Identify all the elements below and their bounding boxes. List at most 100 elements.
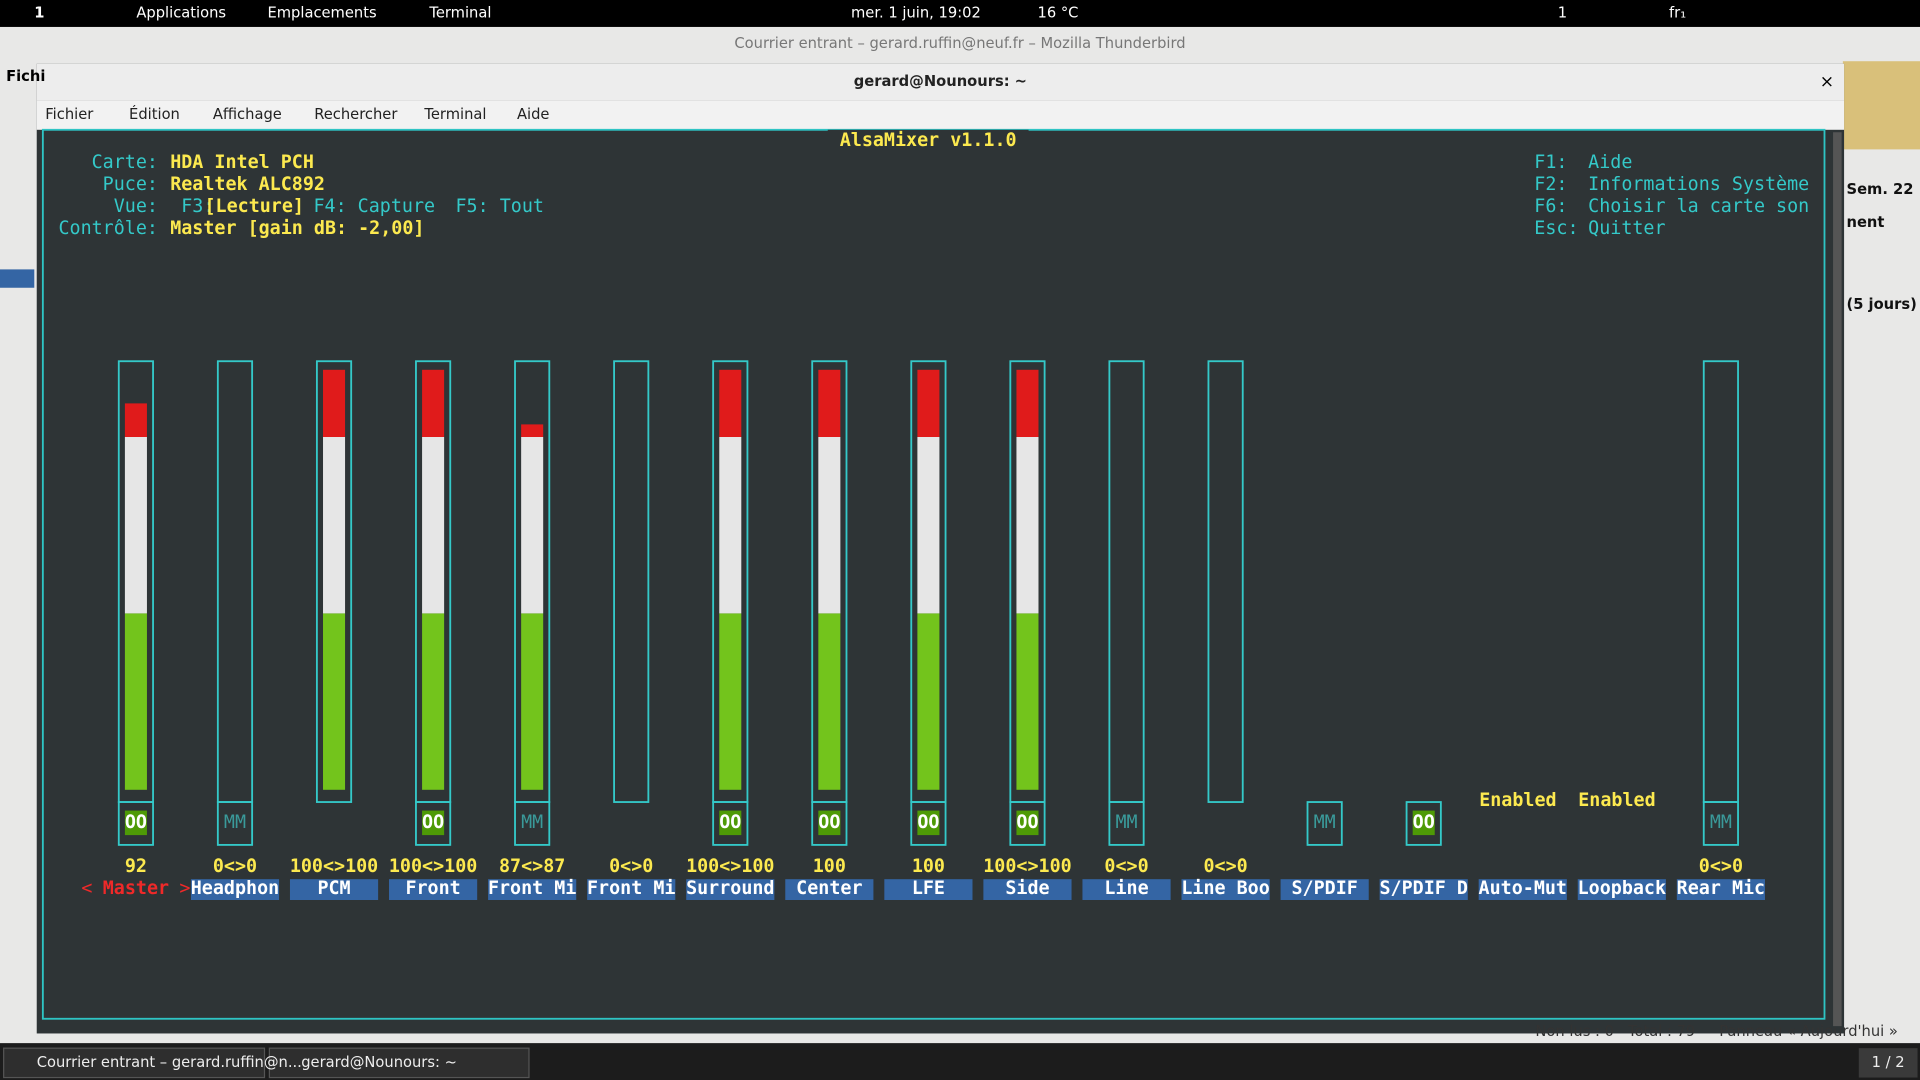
channel-name[interactable]: Rear Mic: [1677, 878, 1765, 899]
switch-bg: [1412, 810, 1435, 836]
channel-name[interactable]: Master: [103, 878, 169, 899]
channel-name[interactable]: Loopback: [1578, 878, 1666, 899]
pager[interactable]: [1858, 1048, 1918, 1078]
volume-bar: [818, 613, 841, 790]
volume-bar: [323, 436, 346, 614]
close-button[interactable]: ×: [1820, 72, 1834, 92]
volume-bar: [917, 369, 940, 437]
volume-value: 0<>0: [609, 856, 653, 877]
key: F1:: [1534, 152, 1567, 173]
volume-bar: [719, 436, 742, 614]
volume-bar: [719, 369, 742, 437]
volume-value: 0<>0: [1203, 856, 1247, 877]
switch-state: OO: [818, 812, 840, 833]
switch-state: OO: [1413, 812, 1435, 833]
taskbar-label[interactable]: gerard@Nounours: ~: [301, 1054, 457, 1071]
switch-box: [117, 801, 154, 846]
view-option[interactable]: F4: Capture: [313, 196, 435, 217]
channel-name[interactable]: Side: [1005, 878, 1049, 899]
info-label: Carte:: [92, 152, 158, 173]
channel-name[interactable]: Auto-Mut: [1479, 878, 1567, 899]
volume-box: [613, 360, 650, 803]
volume-bar: [1016, 369, 1039, 437]
info-value: HDA Intel PCH: [170, 152, 314, 173]
menu-item[interactable]: Fichier: [45, 106, 94, 123]
switch-state: Enabled: [1479, 790, 1556, 811]
channel-name[interactable]: S/PDIF D: [1379, 878, 1467, 899]
status-text: Panneau « Aujourd'hui »: [1719, 1023, 1898, 1040]
channel-name[interactable]: Line: [1104, 878, 1148, 899]
channel-label-bg: [1676, 879, 1765, 900]
volume-bar: [124, 436, 147, 614]
switch-box: [1405, 801, 1442, 846]
channel-name[interactable]: Front Mi: [587, 878, 675, 899]
switch-box: [415, 801, 452, 846]
volume-value: 92: [125, 856, 147, 877]
volume-value: 100<>100: [290, 856, 378, 877]
channel-name[interactable]: PCM: [317, 878, 350, 899]
view-option: [Lecture]: [204, 196, 303, 217]
volume-bar: [422, 369, 445, 437]
sidebar-text: Sem. 22: [1847, 181, 1914, 198]
volume-bar: [323, 369, 346, 437]
pager-label[interactable]: 1 / 2: [1872, 1054, 1905, 1071]
volume-value: 0<>0: [1104, 856, 1148, 877]
channel-name[interactable]: Line Boo: [1181, 878, 1269, 899]
switch-state: OO: [422, 812, 444, 833]
menu-item[interactable]: Rechercher: [314, 106, 398, 123]
channel-name[interactable]: Surround: [686, 878, 774, 899]
top-menu[interactable]: Applications: [136, 4, 226, 21]
terminal-menubar: [36, 100, 1845, 130]
menu-item[interactable]: Affichage: [213, 106, 282, 123]
top-menu[interactable]: Terminal: [428, 4, 491, 21]
switch-box: [1306, 801, 1343, 846]
menu-item[interactable]: Terminal: [423, 106, 486, 123]
volume-bar: [422, 613, 445, 790]
view-option[interactable]: F3:: [181, 196, 214, 217]
sidebar-text: nent: [1847, 214, 1885, 231]
channel-label-bg: [190, 879, 280, 900]
switch-box: [1108, 801, 1145, 846]
key: Esc:: [1534, 218, 1578, 239]
volume-bar: [818, 436, 841, 614]
channel-name[interactable]: S/PDIF: [1291, 878, 1357, 899]
top-bar: [0, 0, 1920, 27]
scrollbar: [1833, 132, 1842, 1027]
volume-value: 0<>0: [213, 856, 257, 877]
menu-item[interactable]: Édition: [129, 105, 180, 123]
channel-label-bg: [289, 879, 379, 900]
top-menu[interactable]: Emplacements: [267, 4, 376, 21]
sidebar-text: (5 jours): [1847, 296, 1917, 313]
switch-state: OO: [917, 812, 939, 833]
channel-label-bg: [1478, 879, 1567, 900]
desk-indicator: 1: [1558, 4, 1567, 21]
calendar-art: [1842, 61, 1920, 150]
channel-name[interactable]: Front: [405, 878, 460, 899]
terminal-title: gerard@Nounours: ~: [854, 73, 1027, 90]
channel-label-bg: [1082, 879, 1171, 900]
taskbar-item[interactable]: [3, 1047, 266, 1079]
taskbar-label[interactable]: Courrier entrant – gerard.ruffin@n...: [37, 1054, 302, 1071]
channel-label-bg: [1577, 879, 1666, 900]
channel-name[interactable]: Front Mi: [488, 878, 576, 899]
volume-bar: [917, 613, 940, 790]
mixer-title-bg: [827, 129, 1029, 152]
menu-item[interactable]: Aide: [517, 106, 550, 123]
view-option[interactable]: F5: Tout: [456, 196, 544, 217]
channel-name[interactable]: Headphon: [191, 878, 279, 899]
key-action: Choisir la carte son: [1588, 196, 1809, 217]
volume-value: 0<>0: [1699, 856, 1743, 877]
switch-state: MM: [1710, 812, 1732, 833]
taskbar-item[interactable]: [268, 1047, 530, 1079]
switch-state: OO: [125, 812, 147, 833]
channel-label-bg: [785, 879, 874, 900]
selection-mark: >: [179, 878, 190, 899]
switch-bg: [422, 810, 445, 836]
channel-name[interactable]: LFE: [912, 878, 945, 899]
switch-state: OO: [1016, 812, 1038, 833]
weather: 16 °C: [1037, 4, 1078, 21]
switch-bg: [917, 810, 940, 836]
channel-name[interactable]: Center: [796, 878, 862, 899]
volume-bar: [124, 403, 147, 437]
